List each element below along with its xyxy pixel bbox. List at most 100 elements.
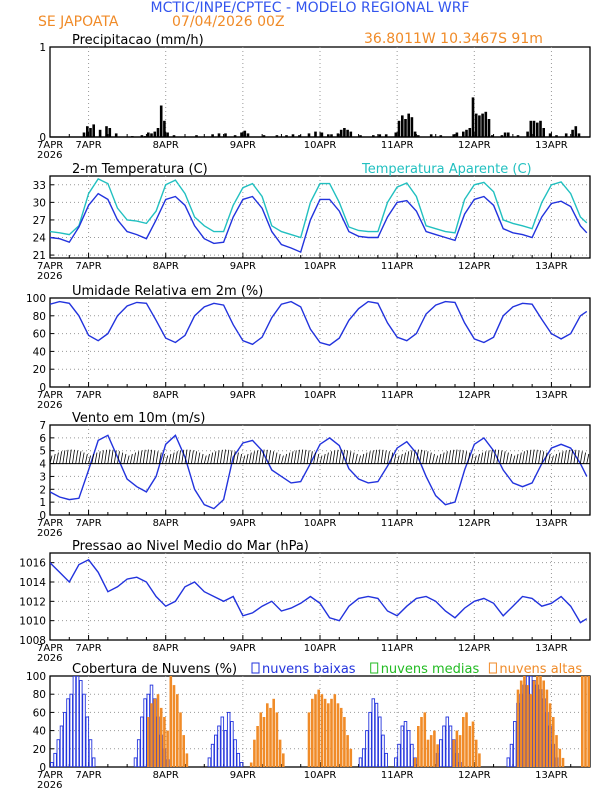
bar [359, 135, 362, 137]
x-tick-label: 10APR [304, 390, 337, 401]
y-tick-label: 1008 [19, 635, 46, 647]
bar [56, 739, 61, 767]
wind-barb [242, 455, 246, 464]
y-tick-label: 1 [39, 42, 46, 54]
wind-barb [62, 450, 66, 464]
bar [153, 698, 157, 767]
bar [555, 735, 558, 767]
wind-barb [563, 450, 567, 464]
wind-barb [261, 449, 265, 464]
x-tick-label: 7APR [75, 643, 101, 654]
bar [448, 725, 453, 767]
bar [63, 711, 67, 767]
bar [156, 694, 160, 767]
bar [361, 748, 366, 767]
wind-barb [136, 451, 140, 464]
wind-barb [120, 452, 124, 464]
bar [72, 676, 77, 767]
wind-barb [383, 450, 387, 464]
bar [92, 124, 95, 137]
bar [82, 132, 86, 137]
bar [394, 757, 398, 767]
wind-barb [396, 455, 400, 464]
wind-barb [348, 451, 352, 464]
bar [442, 725, 446, 767]
wind-barb [326, 452, 329, 464]
wind-barb [316, 453, 320, 464]
bar [172, 685, 176, 767]
series-group [82, 97, 581, 137]
wind-barb [149, 449, 153, 464]
bar [217, 725, 221, 767]
bar [169, 676, 173, 767]
bar [397, 743, 401, 767]
wind-barb [486, 450, 490, 464]
bar [545, 689, 549, 767]
bar [339, 707, 343, 767]
run-date-label: 07/04/2026 00Z [172, 14, 285, 30]
bar [417, 135, 420, 137]
line-temperatura-aparente-c- [50, 178, 588, 239]
wind-barb [65, 449, 69, 464]
bar [526, 131, 529, 137]
bar [417, 726, 420, 767]
bar [226, 711, 231, 767]
bar [86, 126, 89, 137]
bar [311, 698, 314, 767]
y-tick-label: 60 [33, 329, 46, 341]
wind-barb [293, 450, 297, 464]
bar [327, 703, 330, 767]
wind-barb [287, 452, 291, 464]
wind-barb [75, 450, 79, 464]
location-label: SE JAPOATA [38, 14, 119, 30]
y-tick-label: 2 [39, 484, 46, 496]
wind-barb [168, 453, 172, 464]
bar [85, 716, 90, 767]
x-start-label: 7APR [37, 390, 63, 401]
wind-barb [512, 455, 516, 464]
wind-barb [570, 449, 574, 464]
bar [182, 735, 185, 767]
bar [317, 689, 320, 767]
bar [343, 717, 346, 767]
bar [445, 716, 450, 767]
bar [584, 676, 587, 767]
bar [532, 120, 536, 137]
bar [429, 735, 433, 767]
x-tick-label: 8APR [153, 140, 179, 151]
wind-barb [306, 450, 310, 464]
bar [320, 132, 324, 137]
x-start-label: 7APR [37, 140, 63, 151]
bar [156, 128, 160, 137]
wind-barb [187, 449, 191, 464]
panel-title: Cobertura de Nuvens (%) [72, 662, 237, 677]
wind-barb [223, 449, 226, 464]
bar [349, 131, 353, 137]
x-tick-label: 11APR [381, 643, 414, 654]
bar [88, 739, 93, 767]
wind-barb [322, 453, 326, 464]
bar [285, 135, 288, 137]
wind-barb [104, 449, 108, 464]
wind-barb [88, 455, 91, 464]
bar [452, 134, 455, 137]
wind-barb [576, 450, 580, 464]
wind-barb [534, 449, 538, 464]
y-tick-label: 33 [33, 180, 46, 192]
bar [400, 725, 405, 767]
line-blue-series [50, 192, 588, 254]
bar [468, 128, 472, 137]
wind-barb [538, 450, 541, 464]
bar [210, 743, 215, 767]
bar [314, 694, 317, 767]
x-tick-label: 13APR [535, 518, 568, 529]
wind-barb [354, 453, 358, 464]
y-tick-label: 100 [26, 293, 46, 305]
bar [368, 711, 372, 767]
bar [516, 689, 520, 767]
y-tick-label: 1012 [19, 596, 46, 608]
bar [426, 739, 430, 767]
legend-entry: nuvens altas [499, 662, 582, 677]
bar [291, 134, 295, 137]
bar [384, 752, 388, 767]
